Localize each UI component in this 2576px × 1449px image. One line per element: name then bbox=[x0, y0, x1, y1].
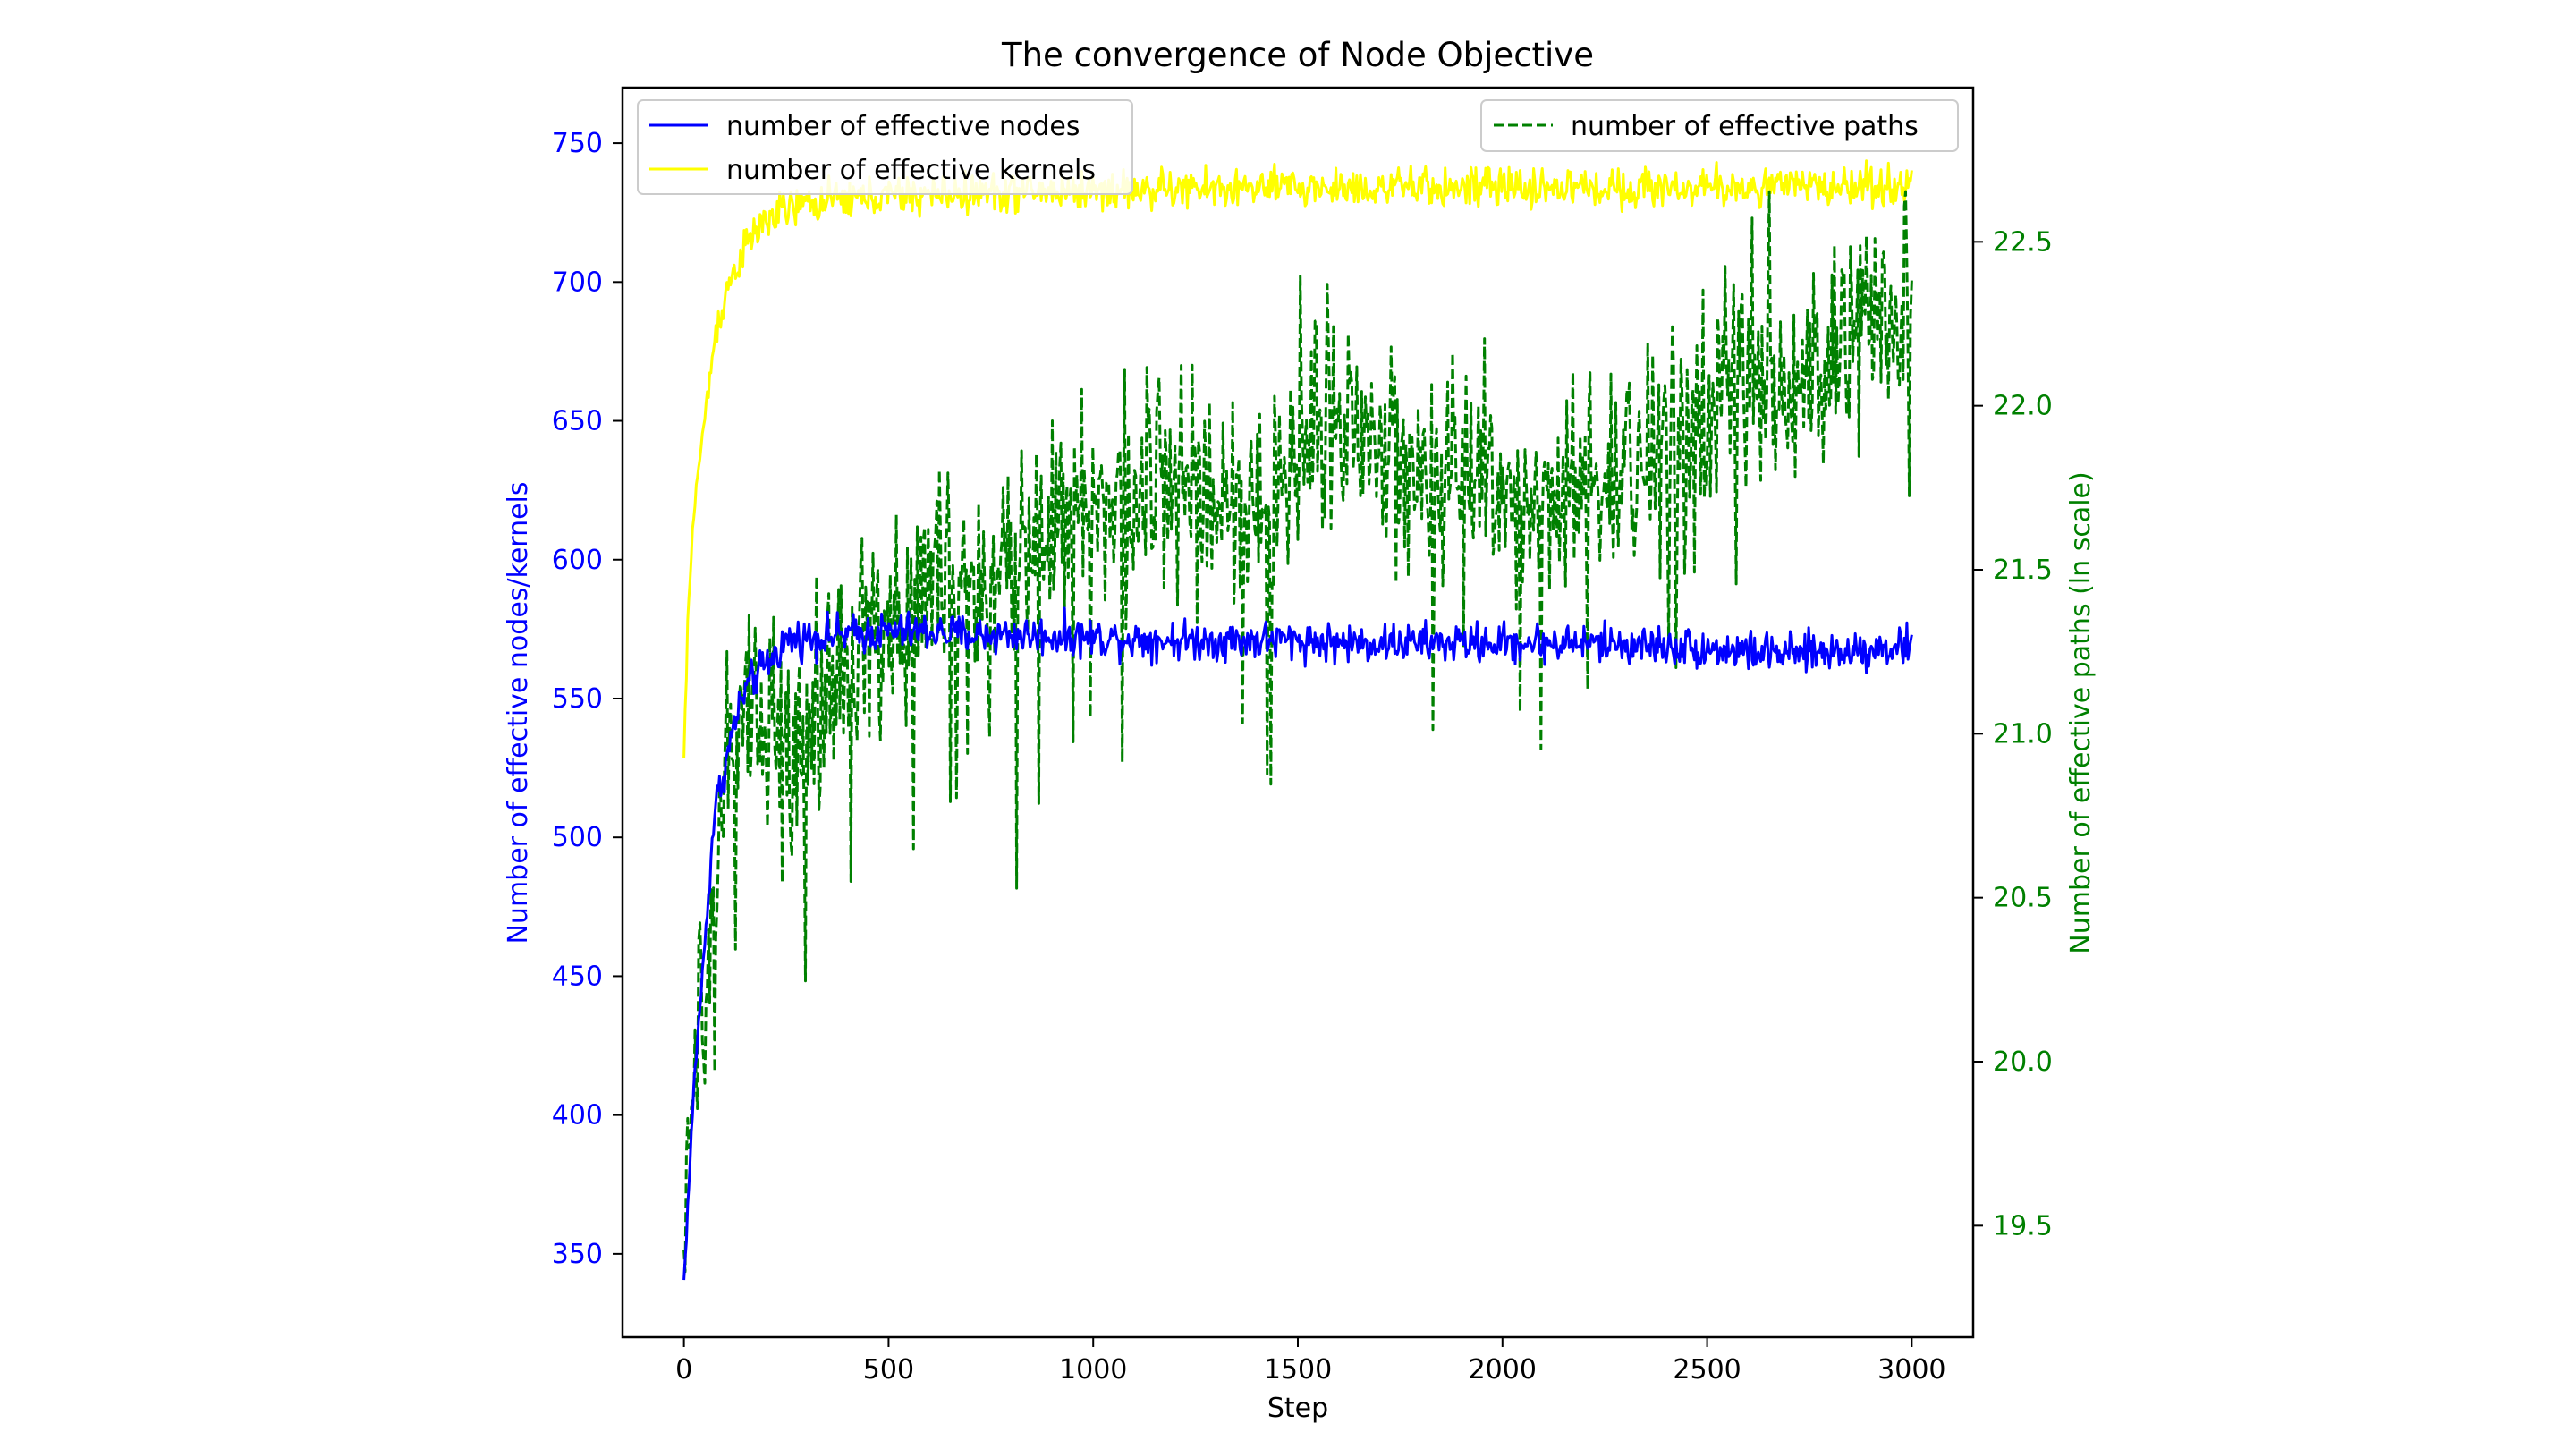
x-tick-label: 500 bbox=[863, 1354, 914, 1385]
y-left-tick-label: 750 bbox=[552, 128, 603, 159]
y-left-tick-label: 650 bbox=[552, 406, 603, 437]
x-tick-label: 0 bbox=[675, 1354, 692, 1385]
legend-label-nodes: number of effective nodes bbox=[726, 111, 1080, 142]
left-y-axis: 350 400 450 500 550 600 650 700 750 bbox=[552, 128, 623, 1270]
right-y-axis: 19.5 20.0 20.5 21.0 21.5 22.0 22.5 bbox=[1973, 226, 2053, 1241]
x-tick-label: 1500 bbox=[1264, 1354, 1332, 1385]
left-y-axis-label: Number of effective nodes/kernels bbox=[503, 481, 534, 944]
x-tick-label: 3000 bbox=[1877, 1354, 1945, 1385]
y-left-tick-label: 450 bbox=[552, 961, 603, 992]
x-axis-label: Step bbox=[1267, 1393, 1328, 1424]
legend-left-box bbox=[637, 99, 1133, 195]
y-right-tick-label: 22.0 bbox=[1993, 391, 2053, 422]
y-right-tick-label: 22.5 bbox=[1993, 226, 2053, 258]
y-left-tick-label: 500 bbox=[552, 822, 603, 853]
x-tick-label: 1000 bbox=[1059, 1354, 1127, 1385]
series-line-nodes bbox=[682, 606, 1913, 1281]
x-tick-label: 2000 bbox=[1469, 1354, 1537, 1385]
legend-label-kernels: number of effective kernels bbox=[726, 155, 1096, 186]
y-right-tick-label: 19.5 bbox=[1993, 1210, 2053, 1241]
y-left-tick-label: 600 bbox=[552, 545, 603, 576]
y-right-tick-label: 21.5 bbox=[1993, 555, 2053, 586]
y-left-tick-label: 550 bbox=[552, 683, 603, 715]
series-layer bbox=[682, 159, 1913, 1281]
series-line-paths bbox=[682, 190, 1913, 1274]
y-left-tick-label: 400 bbox=[552, 1100, 603, 1131]
y-left-tick-label: 700 bbox=[552, 267, 603, 298]
y-left-tick-label: 350 bbox=[552, 1239, 603, 1270]
y-right-tick-label: 21.0 bbox=[1993, 718, 2053, 750]
legend-label-paths: number of effective paths bbox=[1571, 111, 1919, 142]
legend-left: number of effective nodes number of effe… bbox=[637, 99, 1133, 195]
x-tick-label: 2500 bbox=[1673, 1354, 1741, 1385]
chart-title: The convergence of Node Objective bbox=[1001, 36, 1594, 74]
x-axis: 0 500 1000 1500 2000 2500 3000 bbox=[675, 1337, 1946, 1385]
y-right-tick-label: 20.5 bbox=[1993, 883, 2053, 914]
y-right-tick-label: 20.0 bbox=[1993, 1046, 2053, 1078]
legend-right: number of effective paths bbox=[1480, 99, 1959, 152]
legend-right-box bbox=[1480, 99, 1959, 152]
right-y-axis-label: Number of effective paths (ln scale) bbox=[2065, 471, 2097, 953]
